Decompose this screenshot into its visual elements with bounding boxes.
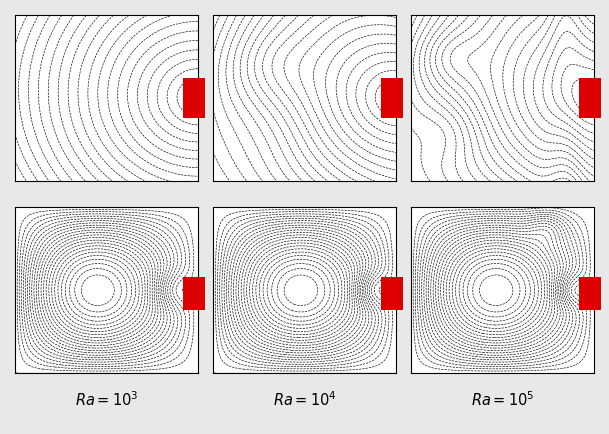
Bar: [381, 277, 403, 310]
Text: $Ra=10^4$: $Ra=10^4$: [273, 391, 336, 409]
Bar: [183, 277, 205, 310]
Bar: [579, 78, 601, 118]
Text: $Ra=10^3$: $Ra=10^3$: [75, 391, 138, 409]
Bar: [183, 78, 205, 118]
Bar: [381, 78, 403, 118]
Bar: [579, 277, 601, 310]
Text: $Ra=10^5$: $Ra=10^5$: [471, 391, 534, 409]
